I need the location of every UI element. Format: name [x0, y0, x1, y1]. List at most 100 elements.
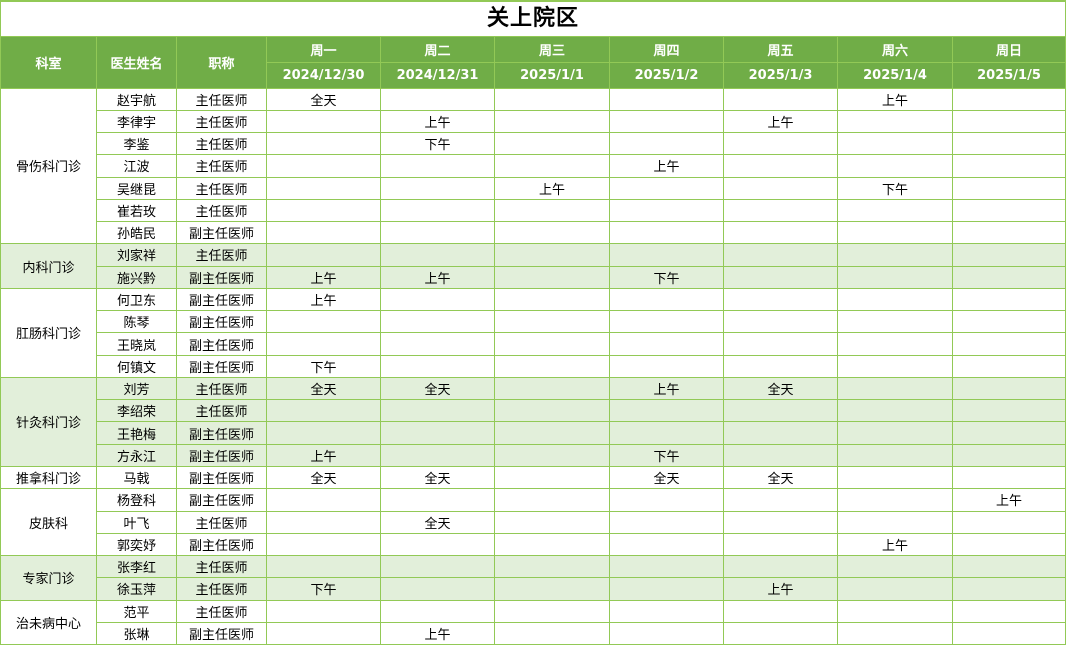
shift-cell [609, 488, 724, 512]
job-title-cell: 主任医师 [176, 198, 267, 223]
shift-cell [952, 154, 1066, 178]
shift-cell [494, 621, 610, 645]
col-header-date: 2025/1/3 [723, 61, 838, 89]
shift-cell: 全天 [380, 376, 495, 401]
doctor-name-cell: 郭奕妤 [96, 532, 177, 557]
shift-cell [609, 243, 724, 267]
doctor-name-cell: 李绍荣 [96, 399, 177, 423]
job-title-cell: 主任医师 [176, 555, 267, 579]
job-title-cell: 主任医师 [176, 132, 267, 156]
shift-cell [952, 621, 1066, 645]
shift-cell: 上午 [266, 265, 381, 289]
shift-cell: 全天 [723, 466, 838, 490]
job-title-cell: 主任医师 [176, 399, 267, 423]
doctor-name-cell: 刘家祥 [96, 243, 177, 267]
shift-cell [494, 265, 610, 289]
shift-cell [837, 443, 953, 468]
shift-cell [952, 109, 1066, 134]
shift-cell [266, 488, 381, 512]
schedule-row: 叶飞 主任医师 全天 [1, 510, 1066, 534]
shift-cell [952, 399, 1066, 423]
schedule-row: 李绍荣 主任医师 [1, 399, 1066, 423]
doctor-name-cell: 马戟 [96, 466, 177, 490]
shift-cell [837, 132, 953, 156]
shift-cell: 上午 [609, 376, 724, 401]
shift-cell [494, 421, 610, 445]
shift-cell [494, 599, 610, 623]
shift-cell [380, 421, 495, 445]
shift-cell [609, 577, 724, 601]
job-title-cell: 主任医师 [176, 109, 267, 134]
shift-cell [380, 555, 495, 579]
job-title-cell: 主任医师 [176, 510, 267, 534]
shift-cell [494, 555, 610, 579]
schedule-row: 孙皓民 副主任医师 [1, 221, 1066, 245]
shift-cell: 全天 [723, 376, 838, 401]
shift-cell: 上午 [380, 265, 495, 289]
department-cell: 针灸科门诊 [0, 376, 97, 468]
doctor-name-cell: 范平 [96, 599, 177, 623]
shift-cell [837, 488, 953, 512]
shift-cell [380, 243, 495, 267]
shift-cell [837, 332, 953, 356]
col-header-date: 2025/1/1 [494, 61, 610, 89]
shift-cell [266, 221, 381, 245]
schedule-header: 科室 医生姓名 职称 周一 周二 周三 周四 周五 周六 周日 2024/12/… [0, 35, 1066, 89]
shift-cell [952, 87, 1066, 111]
shift-cell [837, 555, 953, 579]
shift-cell: 上午 [723, 577, 838, 601]
shift-cell [723, 510, 838, 534]
shift-cell [952, 354, 1066, 378]
department-cell: 肛肠科门诊 [0, 287, 97, 378]
schedule-row: 王艳梅 副主任医师 [1, 421, 1066, 445]
shift-cell [952, 599, 1066, 623]
col-header-date: 2024/12/31 [380, 61, 495, 89]
department-cell: 专家门诊 [0, 555, 97, 601]
schedule-row: 专家门诊 张李红 主任医师 [0, 555, 1066, 601]
job-title-cell: 副主任医师 [176, 310, 267, 334]
shift-cell [266, 555, 381, 579]
shift-cell: 全天 [266, 466, 381, 490]
schedule-row: 骨伤科门诊 赵宇航 主任医师 全天 上午 [0, 87, 1066, 245]
shift-cell [494, 198, 610, 223]
shift-cell [380, 198, 495, 223]
shift-cell [609, 198, 724, 223]
shift-cell [380, 599, 495, 623]
shift-cell: 全天 [380, 510, 495, 534]
shift-cell: 上午 [952, 488, 1066, 512]
department-cell: 内科门诊 [0, 243, 97, 289]
schedule-row: 张琳 副主任医师 上午 [1, 621, 1066, 645]
shift-cell: 全天 [266, 87, 381, 111]
shift-cell [609, 87, 724, 111]
shift-cell [952, 466, 1066, 490]
shift-cell [952, 132, 1066, 156]
shift-cell [266, 109, 381, 134]
shift-cell [723, 443, 838, 468]
shift-cell [380, 577, 495, 601]
shift-cell [952, 532, 1066, 557]
shift-cell [723, 354, 838, 378]
shift-cell [266, 243, 381, 267]
doctor-name-cell: 施兴黔 [96, 265, 177, 289]
shift-cell [494, 577, 610, 601]
shift-cell: 全天 [380, 466, 495, 490]
shift-cell [494, 488, 610, 512]
shift-cell [494, 466, 610, 490]
shift-cell [952, 265, 1066, 289]
shift-cell [266, 599, 381, 623]
schedule-row: 施兴黔 副主任医师 上午 上午 下午 [1, 265, 1066, 289]
shift-cell: 上午 [380, 621, 495, 645]
title-bar: 关上院区 [0, 2, 1066, 36]
shift-cell [609, 510, 724, 534]
shift-cell: 全天 [266, 376, 381, 401]
job-title-cell: 副主任医师 [176, 532, 267, 557]
schedule-row: 陈琴 副主任医师 [1, 310, 1066, 334]
shift-cell [952, 243, 1066, 267]
schedule-row: 肛肠科门诊 何卫东 副主任医师 上午 [0, 287, 1066, 378]
shift-cell [494, 287, 610, 312]
col-header-date: 2024/12/30 [266, 61, 381, 89]
shift-cell [609, 399, 724, 423]
schedule-row: 江波 主任医师 上午 [1, 154, 1066, 178]
shift-cell [380, 287, 495, 312]
shift-cell [952, 176, 1066, 200]
